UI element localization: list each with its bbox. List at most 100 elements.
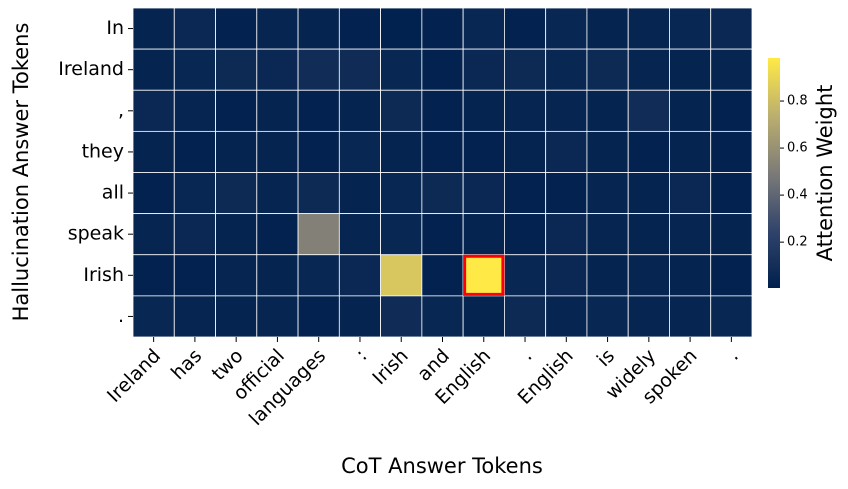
heatmap-cell — [586, 7, 629, 50]
y-tick-label: Ireland — [58, 58, 124, 80]
heatmap-cell — [710, 172, 753, 215]
heatmap-cell — [132, 89, 175, 132]
heatmap-cell — [338, 254, 382, 297]
heatmap-cell — [256, 213, 299, 256]
heatmap-cell — [173, 213, 216, 256]
heatmap-cell — [132, 172, 175, 215]
x-tick-label: has — [167, 345, 206, 384]
colorbar-tick-label: 0.6 — [787, 141, 808, 156]
heatmap-cell — [462, 213, 505, 256]
heatmap-cell — [421, 213, 464, 256]
heatmap-cell — [256, 48, 299, 91]
heatmap-cell — [586, 89, 629, 132]
heatmap-cell — [256, 89, 299, 132]
x-axis-label: CoT Answer Tokens — [341, 454, 543, 478]
heatmap-cell — [545, 7, 588, 50]
heatmap-cell — [462, 89, 505, 132]
x-tick-label: . — [723, 345, 743, 365]
heatmap-cell — [421, 7, 464, 50]
heatmap-cell — [338, 295, 382, 338]
heatmap-cell — [503, 295, 547, 338]
heatmap-cell — [503, 172, 547, 215]
heatmap-cell — [173, 172, 216, 215]
heatmap-cell — [380, 172, 423, 215]
heatmap-cell — [215, 89, 258, 132]
heatmap-cell — [132, 213, 175, 256]
heatmap-cell — [627, 254, 670, 297]
heatmap-cell — [503, 7, 547, 50]
y-tick-label: . — [118, 305, 124, 327]
heatmap-cell — [462, 172, 505, 215]
heatmap-cell — [462, 48, 505, 91]
heatmap-cell — [256, 254, 299, 297]
heatmap-cell — [132, 7, 175, 50]
heatmap-cell — [627, 48, 670, 91]
y-tick-label: , — [118, 99, 124, 121]
heatmap-cell — [586, 254, 629, 297]
colorbar-tick-label: 0.2 — [787, 235, 808, 250]
heatmap-cell — [545, 295, 588, 338]
x-tick-label: . — [517, 345, 537, 365]
heatmap-cell — [586, 172, 629, 215]
heatmap-cell — [132, 130, 175, 173]
heatmap-cell — [173, 7, 216, 50]
heatmap-cell — [586, 213, 629, 256]
heatmap-cell — [669, 7, 712, 50]
heatmap-cell — [297, 89, 340, 132]
heatmap-cell — [215, 172, 258, 215]
heatmap-cell — [586, 48, 629, 91]
heatmap-cell — [710, 89, 753, 132]
heatmap-cell — [380, 7, 423, 50]
heatmap-cell — [338, 213, 382, 256]
heatmap-cell — [627, 89, 670, 132]
heatmap-cell — [132, 295, 175, 338]
heatmap-cell — [669, 295, 712, 338]
heatmap-cell — [421, 295, 464, 338]
heatmap-cell — [545, 172, 588, 215]
heatmap-cell — [173, 254, 216, 297]
heatmap-cell — [503, 89, 547, 132]
heatmap-cell — [421, 48, 464, 91]
heatmap-cell — [710, 254, 753, 297]
heatmap-cell — [421, 130, 464, 173]
heatmap-cell — [380, 130, 423, 173]
heatmap-cell — [297, 130, 340, 173]
heatmap-cell — [669, 48, 712, 91]
colorbar-tick-label: 0.8 — [787, 94, 808, 109]
heatmap-cell — [132, 254, 175, 297]
heatmap-cell — [215, 48, 258, 91]
y-tick-label: In — [106, 17, 124, 39]
heatmap-cell — [215, 7, 258, 50]
heatmap-cell — [215, 295, 258, 338]
heatmap-cell — [173, 130, 216, 173]
heatmap-cell — [586, 295, 629, 338]
heatmap-cell — [380, 213, 423, 256]
heatmap-cell — [669, 213, 712, 256]
heatmap-cell — [173, 48, 216, 91]
heatmap-cell — [338, 89, 382, 132]
y-tick-label: speak — [68, 223, 124, 245]
colorbar — [768, 58, 780, 288]
heatmap-cell — [256, 130, 299, 173]
heatmap-cell — [462, 254, 505, 297]
heatmap-cell — [338, 7, 382, 50]
heatmap-cell — [173, 89, 216, 132]
heatmap-cell — [297, 213, 340, 256]
heatmap-cell — [586, 130, 629, 173]
heatmap-cell — [297, 254, 340, 297]
heatmap-cell — [503, 254, 547, 297]
heatmap-cell — [421, 172, 464, 215]
heatmap-cell — [421, 89, 464, 132]
heatmap-cell — [462, 295, 505, 338]
heatmap-cell — [710, 48, 753, 91]
colorbar-label: Attention Weight — [813, 85, 837, 262]
heatmap-cell — [710, 7, 753, 50]
heatmap-cell — [669, 172, 712, 215]
heatmap-cell — [256, 172, 299, 215]
heatmap-cell — [710, 295, 753, 338]
heatmap-cell — [338, 48, 382, 91]
heatmap-cell — [462, 130, 505, 173]
heatmap-cell — [669, 254, 712, 297]
heatmap-cell — [215, 130, 258, 173]
